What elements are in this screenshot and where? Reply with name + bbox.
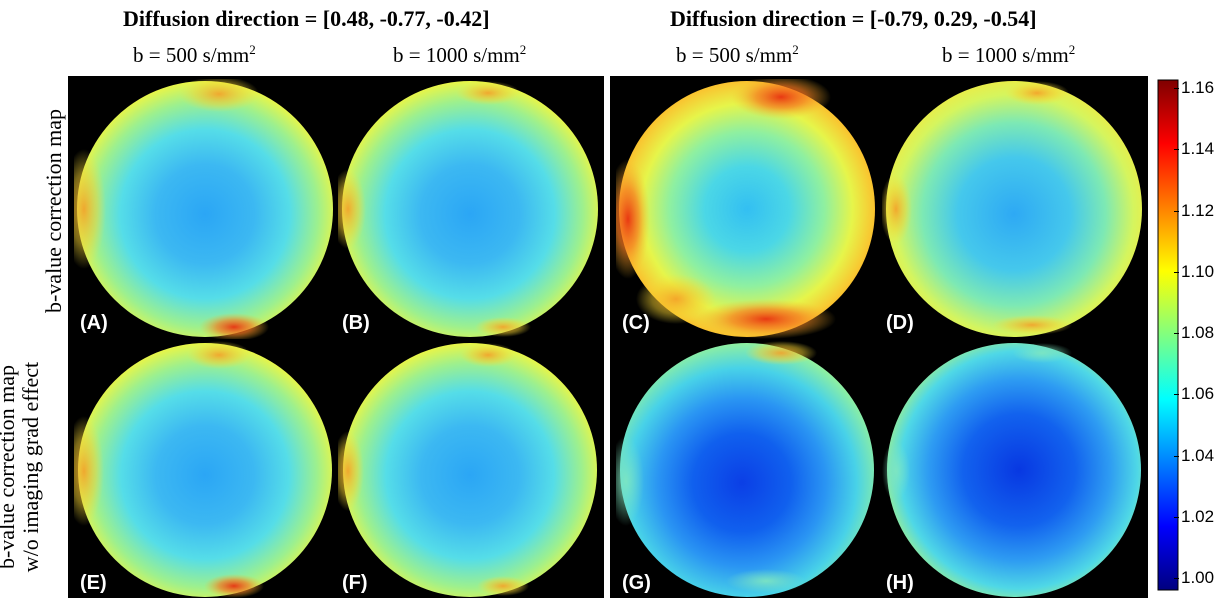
panel-label-h: (H)	[886, 572, 914, 594]
colorbar-tick-mark	[1174, 394, 1179, 396]
panel-label-a: (A)	[80, 312, 108, 334]
colorbar-tick-label: 1.14	[1181, 139, 1215, 159]
colorbar-tick-label: 1.00	[1181, 568, 1215, 587]
colorbar-tick-label: 1.12	[1181, 200, 1215, 220]
colorbar-tick-mark	[1174, 455, 1179, 457]
panel-label-f: (F)	[342, 572, 368, 594]
row-label-bottom: b-value correction map w/o imaging grad …	[0, 337, 49, 597]
map-panel-e: (E)	[74, 341, 332, 598]
map-panel-f: (F)	[338, 343, 597, 597]
panel-label-d: (D)	[886, 312, 914, 334]
panel-label-g: (G)	[622, 572, 651, 594]
colorbar-tick-label: 1.08	[1181, 323, 1215, 342]
column-label-c: b = 500 s/mm2	[676, 42, 799, 67]
panel-label-c: (C)	[622, 312, 650, 334]
map-panel-h: (H)	[882, 343, 1141, 597]
map-panel-g: (G)	[616, 341, 874, 597]
row-label-top-line1: b-value correction map	[41, 109, 66, 314]
colorbar	[1157, 79, 1179, 591]
panel-group-right: (C) (D) (G) (H)	[610, 76, 1148, 598]
colorbar-tick-mark	[1174, 578, 1179, 579]
row-label-bottom-line2: w/o imaging grad effect	[18, 361, 43, 573]
map-panel-d: (D)	[882, 81, 1142, 337]
heading-left: Diffusion direction = [0.48, -0.77, -0.4…	[123, 6, 490, 31]
column-label-b: b = 1000 s/mm2	[393, 42, 527, 67]
map-panel-a: (A)	[74, 79, 333, 339]
column-label-a: b = 500 s/mm2	[133, 42, 256, 67]
colorbar-tick-mark	[1174, 271, 1179, 273]
colorbar-tick-label: 1.02	[1181, 506, 1215, 526]
colorbar-tick-mark	[1174, 210, 1179, 212]
colorbar-tick-mark	[1174, 88, 1179, 89]
column-label-d: b = 1000 s/mm2	[942, 42, 1076, 67]
panel-label-b: (B)	[342, 312, 370, 334]
colorbar-tick-label: 1.10	[1181, 261, 1215, 281]
colorbar-tick-label: 1.04	[1181, 445, 1215, 465]
panel-label-e: (E)	[80, 572, 107, 594]
colorbar-tick-label: 1.06	[1181, 384, 1215, 404]
panel-group-left: (A) (B) (E) (F)	[68, 76, 604, 598]
colorbar-tick-label: 1.16	[1181, 78, 1215, 97]
colorbar-tick-mark	[1174, 516, 1179, 518]
map-panel-c: (C)	[616, 79, 875, 339]
row-label-bottom-line1: b-value correction map	[0, 365, 19, 570]
colorbar-tick-mark	[1174, 333, 1179, 334]
heading-right: Diffusion direction = [-0.79, 0.29, -0.5…	[670, 6, 1037, 31]
colorbar-tick-mark	[1174, 149, 1179, 151]
colorbar-gradient	[1157, 79, 1179, 591]
map-panel-b: (B)	[338, 81, 598, 337]
